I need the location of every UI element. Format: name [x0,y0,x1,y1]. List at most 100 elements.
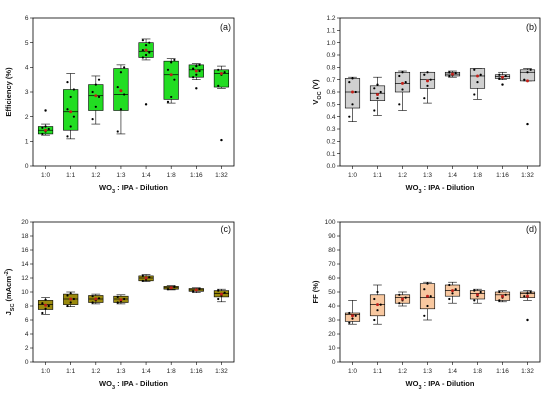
data-point [479,73,482,76]
x-axis-title-main: WO [99,379,112,388]
data-point [423,288,426,291]
x-tick-label: 1:1 [373,172,382,179]
x-tick-label: 1:3 [116,368,125,375]
mean-marker [144,48,148,52]
mean-marker [376,92,379,96]
data-point [398,302,401,305]
data-point [348,81,351,84]
box-1:16 [494,71,511,86]
data-point [217,289,220,292]
data-point [141,39,144,42]
data-point [423,73,426,76]
y-axis-title-main: Efficiency (%) [4,67,13,117]
x-tick-label: 1:4 [448,172,457,179]
box-1:8 [469,288,486,304]
y-tick-label: 20 [21,219,29,226]
y-tick-label: 0 [332,359,336,366]
data-point [448,74,451,78]
y-axis-title: Efficiency (%) [4,67,13,117]
data-point [141,279,144,282]
box-1:32 [213,65,230,142]
data-point [476,81,479,84]
data-point [473,68,476,71]
box-1:4 [138,274,154,282]
box-1:32 [519,68,536,126]
data-point [217,297,220,301]
y-tick-label: 0.9 [326,52,335,59]
box-1:2 [88,75,104,125]
data-point [504,74,507,78]
box-1:16 [188,63,204,90]
data-point [192,67,195,70]
box-1:16 [494,290,511,303]
data-point [123,66,126,69]
box-1:8 [163,285,179,291]
mean-marker [376,303,379,307]
data-point [498,299,501,302]
y-tick-label: 0.6 [326,89,335,96]
mean-marker [44,303,48,307]
box-iqr [469,68,486,89]
data-point [376,309,379,312]
data-point [72,115,75,118]
y-tick-label: 80 [328,247,336,254]
data-point [348,321,351,324]
data-point [376,97,379,100]
y-axis-title: JSC (mAcm-2) [4,268,16,315]
data-point [454,288,457,291]
panel-label: (d) [526,224,537,234]
data-point [69,301,72,304]
data-point [429,295,432,298]
y-axis-title-sub: SC [10,304,16,312]
data-point [373,87,376,90]
data-point [454,72,457,75]
panel-label: (c) [221,224,232,234]
outlier-point [526,318,529,322]
y-tick-label: 70 [328,261,336,268]
y-tick-label: 10 [21,289,29,296]
box-1:0 [37,297,54,315]
data-point [173,285,176,288]
outlier-point [526,122,529,126]
outlier-point [44,109,47,112]
x-tick-label: 1:2 [91,368,100,375]
data-point [91,295,94,298]
x-tick-label: 1:0 [348,172,357,179]
y-tick-label: 1.1 [326,28,335,35]
data-point [94,105,97,108]
y-tick-label: 0.4 [326,114,335,121]
data-point [116,301,119,304]
y-tick-label: 18 [21,233,29,240]
x-tick-label: 1:8 [473,368,482,375]
data-point [170,95,173,99]
data-point [351,77,354,80]
data-point [119,108,123,111]
y-tick-label: 40 [328,303,336,310]
y-tick-label: 0 [25,163,29,170]
data-point [373,109,376,112]
data-point [379,90,382,94]
y-tick-label: 4 [25,65,29,72]
box-1:32 [213,288,230,303]
data-point [41,132,44,136]
x-tick-label: 1:32 [521,368,534,375]
x-axis-title-main: WO [99,183,112,192]
y-tick-label: 1.0 [326,40,335,47]
x-tick-label: 1:16 [190,172,203,179]
data-point [529,290,532,294]
mean-marker [526,294,529,298]
data-point [170,61,173,64]
data-point [398,293,401,296]
mean-marker [426,79,429,83]
data-point [119,71,123,74]
y-tick-label: 2 [25,345,29,352]
box-1:3 [419,281,436,321]
data-point [166,68,170,71]
y-tick-label: 50 [328,289,336,296]
outlier-point [220,138,223,142]
data-point [148,276,151,279]
box-1:4 [444,70,461,78]
data-point [404,296,407,299]
x-axis-title-sub: 3 [418,189,421,195]
data-point [148,41,151,44]
